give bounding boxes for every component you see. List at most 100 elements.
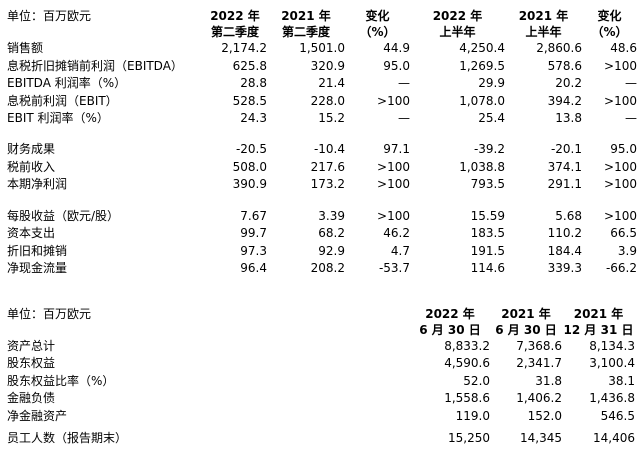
cell-value: 546.5 (600, 408, 636, 423)
table-row: EBIT 利润率（%） 24.3 15.2 — 25.4 13.8 — (7, 110, 637, 128)
cell-value: — (625, 76, 637, 90)
column-header: 变化 （%） (582, 8, 637, 40)
column-header: 变化 （%） (345, 8, 410, 40)
header-row: 单位：百万欧元 2022 年第二季度 2021 年第二季度 变化 （%） 2022 年上… (7, 8, 637, 40)
cell-value: 44.9 (383, 41, 410, 55)
cell-value: 4.7 (390, 243, 410, 258)
cell-value: 2,341.7 (516, 356, 563, 370)
table-row: 股东权益比率（%） 52.0 31.8 38.1 (7, 373, 635, 391)
row-label: 财务成果 (7, 142, 56, 156)
cell-value: >100 (604, 208, 637, 223)
column-header-line: 2021 年 (281, 9, 331, 23)
row-label: 股东权益比率（%） (7, 373, 115, 388)
quarterly-results-table: 单位：百万欧元 2022 年第二季度 2021 年第二季度 变化 （%） 2022 年上… (7, 8, 637, 278)
cell-value: 92.9 (318, 243, 345, 258)
cell-value: 20.2 (555, 76, 582, 90)
table-row: 息税折旧摊销前利润（EBITDA） 625.8 320.9 95.0 1,269.5 57… (7, 58, 637, 76)
cell-value: 7.67 (240, 208, 267, 223)
cell-value: 99.7 (240, 226, 267, 240)
cell-value: 1,558.6 (444, 391, 491, 405)
cell-value: 625.8 (232, 58, 267, 73)
cell-value: 217.6 (310, 159, 345, 174)
table-row: EBITDA 利润率（%） 28.8 21.4 — 29.9 20.2 — (7, 75, 637, 93)
cell-value: 1,436.8 (589, 391, 636, 405)
table-row: 本期净利润 390.9 173.2 >100 793.5 291.1 >100 (7, 176, 637, 194)
table-row: 净金融资产 119.0 152.0 546.5 (7, 408, 635, 426)
column-header-line: 变化 (597, 9, 622, 23)
table-row: 财务成果 -20.5 -10.4 97.1 -39.2 -20.1 95.0 (7, 141, 637, 159)
table-row: 资本支出 99.7 68.2 46.2 183.5 110.2 66.5 (7, 225, 637, 243)
cell-value: 1,078.0 (459, 93, 505, 108)
cell-value: 3.39 (318, 208, 345, 223)
cell-value: 152.0 (527, 408, 563, 423)
cell-value: 320.9 (310, 58, 345, 73)
table-row: 折旧和摊销 97.3 92.9 4.7 191.5 184.4 3.9 (7, 243, 637, 261)
cell-value: 390.9 (232, 177, 267, 191)
cell-value: >100 (377, 93, 410, 108)
cell-value: 8,833.2 (444, 338, 491, 353)
row-label: 资本支出 (7, 226, 56, 240)
cell-value: 1,038.8 (459, 159, 505, 174)
cell-value: 25.4 (478, 111, 505, 125)
cell-value: 508.0 (232, 159, 267, 174)
row-label: 息税前利润（EBIT） (7, 93, 118, 108)
cell-value: >100 (377, 208, 410, 223)
cell-value: 1,501.0 (299, 41, 345, 55)
cell-value: 46.2 (383, 226, 410, 240)
cell-value: 1,269.5 (459, 58, 505, 73)
cell-value: -20.1 (550, 142, 582, 156)
section-gap (7, 128, 637, 142)
cell-value: 3.9 (617, 243, 637, 258)
row-label: 资产总计 (7, 338, 56, 353)
cell-value: 97.1 (383, 142, 410, 156)
table-row: 金融负债 1,558.6 1,406.2 1,436.8 (7, 390, 635, 408)
table-row: 资产总计 8,833.2 7,368.6 8,134.3 (7, 338, 635, 356)
cell-value: 191.5 (470, 243, 505, 258)
cell-value: >100 (377, 159, 410, 174)
cell-value: — (398, 111, 410, 125)
cell-value: 3,100.4 (589, 356, 636, 370)
cell-value: 793.5 (470, 177, 505, 191)
cell-value: -39.2 (473, 142, 505, 156)
row-label: 折旧和摊销 (7, 243, 68, 258)
cell-value: 2,860.6 (536, 41, 582, 55)
table-row: 净现金流量 96.4 208.2 -53.7 114.6 339.3 -66.2 (7, 260, 637, 278)
cell-value: 4,250.4 (459, 41, 505, 55)
row-label: 净金融资产 (7, 408, 68, 423)
cell-value: -66.2 (605, 261, 637, 275)
row-label: 股东权益 (7, 356, 56, 370)
column-header-line: 12 月 31 日 (563, 322, 634, 337)
column-header-line: 6 月 30 日 (495, 322, 557, 337)
cell-value: >100 (604, 58, 637, 73)
cell-value: — (398, 76, 410, 90)
cell-value: 208.2 (310, 261, 345, 275)
cell-value: 8,134.3 (589, 338, 636, 353)
cell-value: 95.0 (383, 58, 410, 73)
cell-value: 95.0 (610, 142, 637, 156)
column-header-line: 6 月 30 日 (419, 322, 481, 337)
cell-value: 38.1 (608, 373, 636, 388)
balance-sheet-body: 资产总计 8,833.2 7,368.6 8,134.3 股东权益 4,590.6 2,34… (7, 338, 635, 448)
cell-value: 14,345 (520, 431, 563, 445)
column-header-line: 2021 年 (518, 9, 569, 23)
column-header-line: 2021 年 (573, 306, 624, 321)
cell-value: 183.5 (470, 226, 505, 240)
cell-value: 21.4 (318, 76, 345, 90)
cell-value: >100 (604, 159, 637, 174)
cell-value: 66.5 (610, 226, 637, 240)
table-row: 销售额 2,174.2 1,501.0 44.9 4,250.4 2,860.6 48.6 (7, 40, 637, 58)
cell-value: 68.2 (318, 226, 345, 240)
cell-value: 339.3 (547, 261, 582, 275)
row-label: 本期净利润 (7, 177, 68, 191)
column-header-line: 2022 年 (432, 9, 483, 23)
row-label: 净现金流量 (7, 261, 68, 275)
cell-value: 96.4 (240, 261, 267, 275)
table-row: 税前收入 508.0 217.6 >100 1,038.8 374.1 >100 (7, 159, 637, 177)
cell-value: 29.9 (478, 76, 505, 90)
cell-value: -53.7 (378, 261, 410, 275)
row-label: 息税折旧摊销前利润（EBITDA） (7, 58, 183, 73)
cell-value: -20.5 (235, 142, 267, 156)
